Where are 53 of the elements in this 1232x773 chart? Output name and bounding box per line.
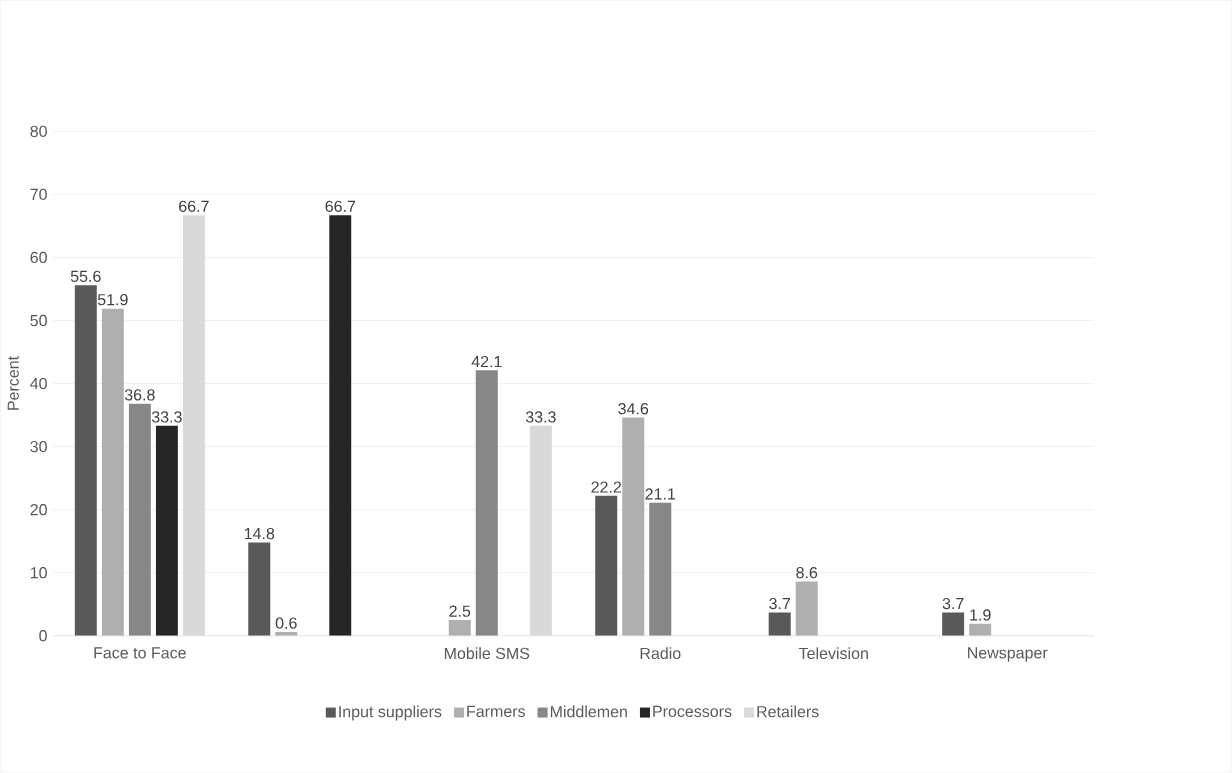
- data-label: 34.6: [618, 403, 649, 415]
- x-tick-label: Face to Face: [94, 647, 186, 659]
- x-tick-label: Newspaper: [968, 647, 1048, 662]
- x-tick-label: Television: [798, 647, 868, 660]
- bar: [101, 308, 124, 636]
- bar: [768, 612, 791, 636]
- data-label: 14.8: [244, 528, 275, 540]
- legend-label: Farmers: [467, 706, 525, 718]
- data-label: 33.3: [525, 411, 556, 423]
- y-tick-label: 80: [30, 125, 47, 138]
- data-label: 8.6: [796, 567, 818, 579]
- y-tick-label: 30: [30, 441, 47, 453]
- data-label: 1.9: [970, 609, 991, 621]
- legend-label: Retailers: [757, 705, 819, 718]
- data-label: 33.3: [151, 411, 182, 423]
- legend-label: Processors: [653, 706, 732, 718]
- y-tick-label: 70: [30, 188, 47, 201]
- bar: [795, 581, 818, 636]
- data-label: 42.1: [471, 356, 502, 368]
- bar: [128, 403, 151, 636]
- x-tick-label: Mobile SMS: [444, 647, 530, 660]
- bar: [622, 417, 645, 636]
- y-axis-title: Percent: [7, 356, 19, 411]
- bar: [448, 620, 471, 636]
- data-label: 66.7: [325, 200, 356, 213]
- data-label: 51.9: [97, 294, 128, 306]
- bar: [942, 612, 965, 636]
- bar: [595, 495, 618, 636]
- data-label: 36.8: [124, 389, 155, 401]
- data-label: 0.6: [275, 617, 297, 629]
- data-label: 21.1: [645, 488, 676, 500]
- bar: [475, 370, 498, 636]
- bar: [649, 502, 672, 636]
- bar: [155, 426, 178, 636]
- data-label: 55.6: [70, 270, 101, 283]
- x-tick-label: Radio: [640, 647, 681, 660]
- y-tick-label: 10: [30, 567, 47, 579]
- y-tick-label: 40: [30, 378, 47, 390]
- y-tick-label: 60: [30, 251, 47, 264]
- bar: [969, 623, 992, 636]
- legend-label: Input suppliers: [339, 705, 442, 721]
- data-label: 2.5: [449, 605, 471, 618]
- bar: [329, 215, 352, 636]
- y-tick-label: 20: [30, 504, 47, 516]
- bar: [74, 285, 97, 636]
- data-label: 3.7: [769, 598, 791, 610]
- data-label: 3.7: [942, 598, 964, 610]
- y-tick-label: 0: [39, 630, 47, 642]
- data-label: 22.2: [591, 481, 621, 493]
- y-tick-label: 50: [30, 315, 47, 327]
- data-label: 66.7: [179, 200, 209, 213]
- bar: [248, 542, 271, 636]
- legend-label: Middlemen: [550, 705, 627, 718]
